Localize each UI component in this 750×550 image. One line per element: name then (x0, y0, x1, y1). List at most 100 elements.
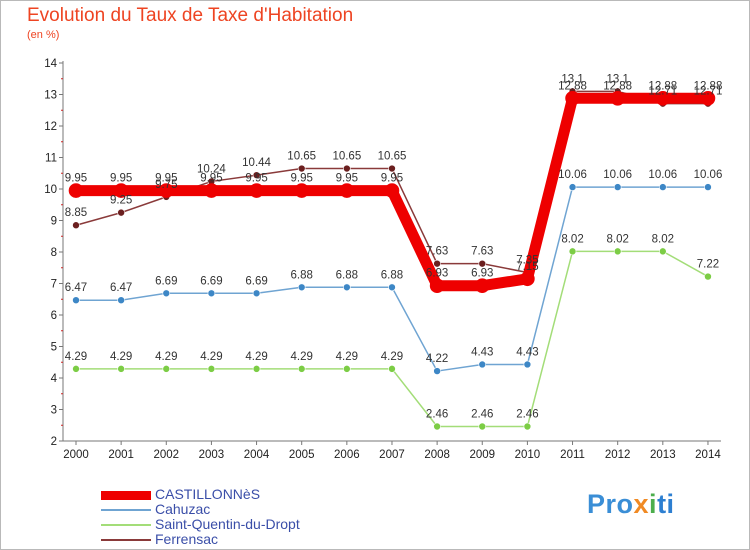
data-label: 4.22 (426, 353, 448, 365)
unit-label: (en %) (27, 29, 60, 41)
data-point (659, 183, 667, 191)
data-label: 4.29 (245, 351, 267, 363)
data-point (700, 90, 716, 106)
data-label: 6.93 (426, 268, 448, 280)
data-label: 10.65 (378, 151, 407, 163)
data-point (655, 90, 671, 106)
data-point (478, 422, 487, 431)
data-label: 4.43 (516, 346, 538, 358)
data-point (429, 278, 445, 294)
x-tick-label: 2003 (199, 449, 225, 461)
data-label: 6.69 (155, 275, 177, 287)
data-point (388, 283, 396, 292)
y-tick-label: 6 (51, 310, 57, 322)
data-label: 6.47 (65, 282, 87, 294)
data-point (474, 278, 490, 294)
data-point (72, 221, 80, 230)
x-tick-label: 2013 (650, 449, 676, 461)
data-label: 12.88 (648, 80, 677, 92)
legend-label: Ferrensac (155, 531, 219, 547)
data-point (158, 183, 174, 198)
data-label: 7.63 (471, 246, 493, 258)
data-point (297, 164, 306, 173)
x-tick-label: 2001 (108, 449, 134, 461)
data-label: 6.88 (291, 269, 313, 281)
data-label: 8.02 (561, 233, 583, 245)
data-point (113, 183, 129, 198)
data-label: 7.35 (516, 254, 538, 266)
data-label: 9.95 (381, 173, 403, 185)
data-point (568, 183, 577, 191)
data-point (297, 283, 306, 292)
data-label: 10.06 (694, 169, 723, 181)
data-label: 4.29 (200, 351, 222, 363)
x-tick-label: 2007 (379, 449, 405, 461)
data-label: 6.88 (381, 269, 403, 281)
data-label: 4.29 (155, 351, 177, 363)
data-point (610, 90, 625, 106)
data-point (252, 289, 261, 298)
y-tick-label: 11 (45, 153, 57, 165)
y-tick-label: 3 (51, 405, 57, 417)
data-label: 8.85 (65, 207, 87, 219)
data-label: 10.24 (197, 163, 226, 175)
data-point (384, 183, 400, 198)
data-label: 9.95 (65, 173, 87, 185)
data-point (568, 247, 577, 256)
data-label: 9.95 (110, 173, 132, 185)
data-label: 9.25 (110, 195, 132, 207)
data-label: 10.65 (332, 151, 361, 163)
data-point (478, 259, 487, 268)
data-label: 6.47 (110, 282, 132, 294)
x-tick-label: 2011 (560, 449, 585, 461)
data-label: 13.1 (561, 73, 583, 85)
data-point (388, 164, 396, 173)
data-label: 10.06 (603, 169, 632, 181)
y-tick-label: 9 (51, 216, 57, 228)
data-point (294, 183, 310, 198)
data-point (433, 259, 441, 268)
data-label: 7.22 (697, 259, 719, 271)
data-point (339, 183, 355, 198)
data-label: 7.63 (426, 246, 448, 258)
data-point (162, 365, 171, 373)
data-point (433, 422, 441, 431)
x-tick-label: 2014 (695, 449, 721, 461)
legend-label: Cahuzac (155, 501, 211, 517)
data-point (704, 183, 712, 191)
data-point (659, 247, 667, 256)
data-point (117, 365, 125, 373)
y-tick-label: 2 (51, 436, 57, 448)
data-point (204, 183, 219, 198)
data-label: 9.95 (200, 173, 222, 185)
data-point (162, 289, 171, 298)
x-tick-label: 2002 (153, 449, 179, 461)
y-tick-label: 5 (51, 342, 57, 354)
data-label: 6.69 (245, 275, 267, 287)
data-label: 4.29 (291, 351, 313, 363)
data-label: 9.95 (155, 173, 177, 185)
data-label: 10.06 (648, 169, 677, 181)
data-point (252, 171, 261, 179)
data-point (297, 365, 306, 373)
data-point (613, 183, 622, 191)
data-point (68, 183, 84, 198)
x-tick-label: 2009 (469, 449, 495, 461)
data-point (72, 296, 80, 304)
data-label: 6.69 (200, 275, 222, 287)
data-label: 2.46 (516, 409, 538, 421)
data-point (343, 164, 351, 173)
x-tick-label: 2008 (424, 449, 450, 461)
data-point (520, 271, 535, 287)
legend-swatch (101, 509, 151, 511)
y-tick-label: 12 (44, 121, 57, 133)
x-tick-label: 2005 (289, 449, 315, 461)
data-label: 13.1 (606, 73, 628, 85)
data-label: 4.43 (471, 346, 493, 358)
data-point (613, 247, 622, 256)
data-point (343, 365, 351, 373)
legend-swatch (101, 490, 151, 500)
data-label: 10.06 (558, 169, 587, 181)
